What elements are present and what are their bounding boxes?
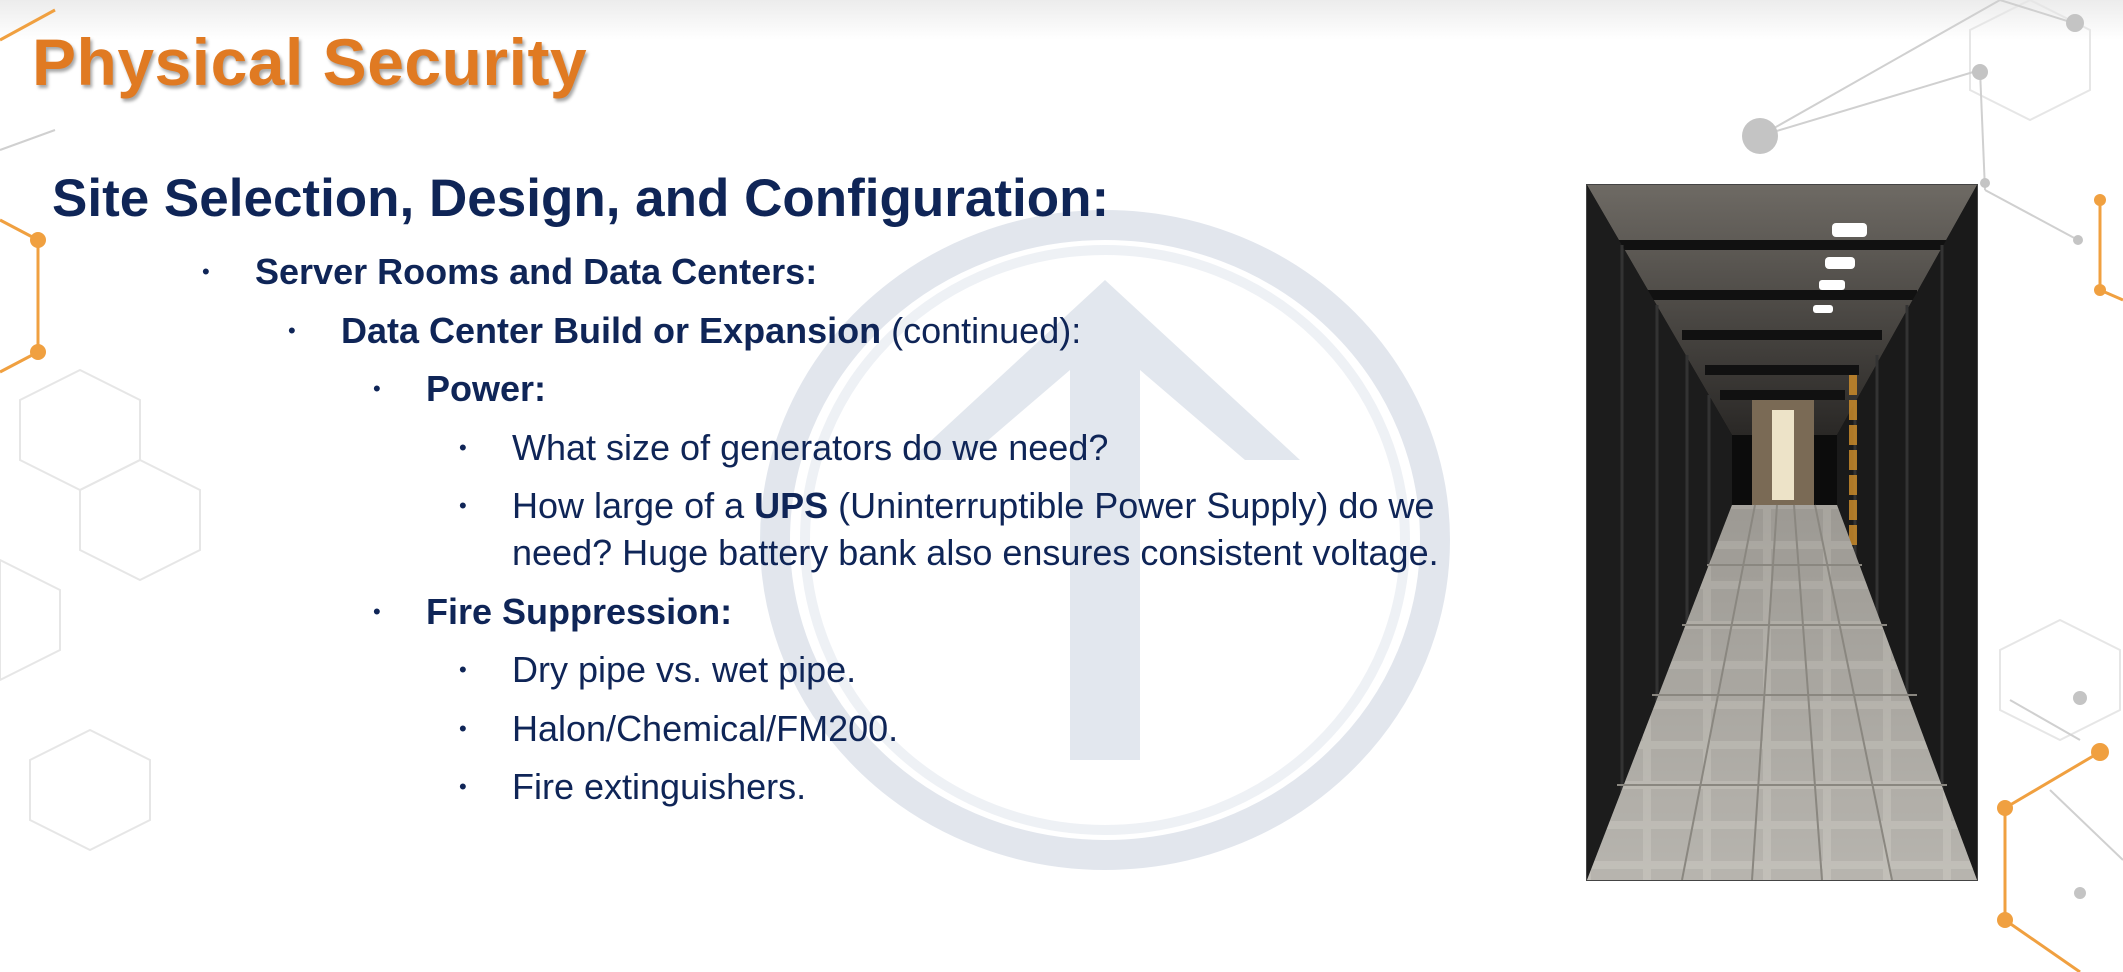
bullet-text: Fire Suppression: (426, 591, 733, 632)
bullet-dot: • (373, 376, 381, 401)
bullet-text: (continued): (881, 310, 1082, 351)
bullet-text: (Uninterruptible Power Supply) do we (828, 485, 1435, 526)
bullet-text: How large of a (512, 485, 755, 526)
bullet-dot: • (373, 599, 381, 624)
bullet-data-center-build: • Data Center Build or Expansion (contin… (288, 307, 1082, 354)
bullet-dot: • (459, 774, 467, 799)
bullet-generators: • What size of generators do we need? (459, 424, 1109, 471)
slide-title: Physical Security (32, 25, 588, 99)
bullet-text: Halon/Chemical/FM200. (512, 708, 899, 749)
bullet-text: Dry pipe vs. wet pipe. (512, 649, 857, 690)
bullet-text: What size of generators do we need? (512, 427, 1109, 468)
bullet-extinguishers: • Fire extinguishers. (459, 763, 807, 810)
bullet-dot: • (459, 435, 467, 460)
bullet-dot: • (288, 318, 296, 343)
data-center-corridor-photo (1586, 184, 1978, 881)
bullet-dot: • (202, 259, 210, 284)
bullet-halon: • Halon/Chemical/FM200. (459, 705, 899, 752)
bullet-dot: • (459, 716, 467, 741)
bullet-power: • Power: (373, 365, 547, 412)
bullet-dot: • (459, 493, 467, 518)
bullet-bold-text: Data Center Build or Expansion (341, 310, 882, 351)
bullet-text: Fire extinguishers. (512, 766, 807, 807)
section-heading: Site Selection, Design, and Configuratio… (52, 169, 1110, 228)
bullet-text: Power: (426, 368, 547, 409)
bullet-fire-suppression: • Fire Suppression: (373, 588, 733, 635)
corridor-illustration (1587, 185, 1977, 880)
bullet-server-rooms: • Server Rooms and Data Centers: (202, 248, 818, 295)
circled-up-arrow-logo (760, 210, 1450, 870)
bullet-dry-pipe: • Dry pipe vs. wet pipe. (459, 646, 857, 693)
bullet-bold-text: UPS (754, 485, 829, 526)
bullet-ups-continued: need? Huge battery bank also ensures con… (512, 529, 1439, 576)
bullet-text: need? Huge battery bank also ensures con… (512, 532, 1439, 573)
bullet-dot: • (459, 657, 467, 682)
bullet-ups: • How large of a UPS (Uninterruptible Po… (459, 482, 1435, 529)
bullet-text: Server Rooms and Data Centers: (255, 251, 818, 292)
